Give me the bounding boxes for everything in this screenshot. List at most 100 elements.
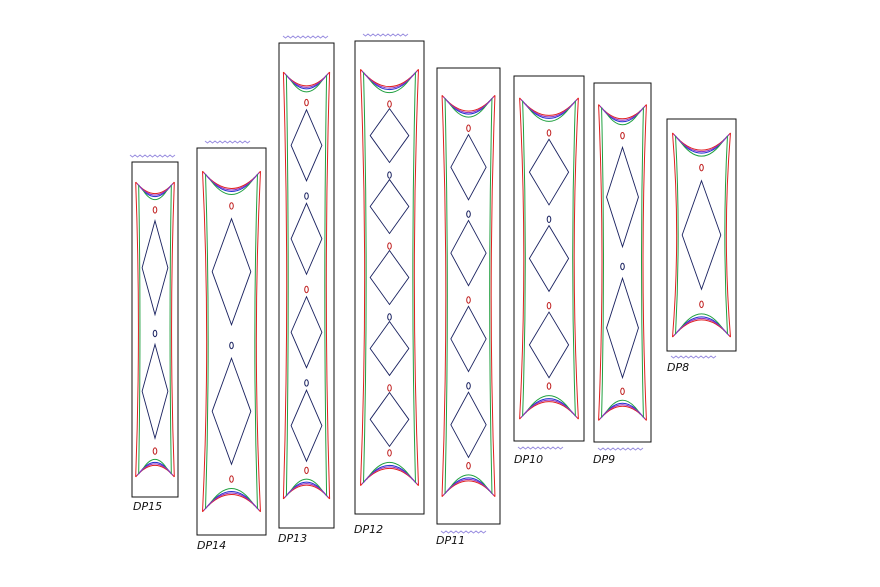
side-curve bbox=[202, 171, 208, 512]
side-curve bbox=[360, 69, 366, 486]
hole bbox=[387, 313, 392, 321]
panel-frame bbox=[196, 147, 267, 536]
inner-diamond bbox=[369, 320, 410, 377]
hole bbox=[546, 302, 552, 310]
hole bbox=[152, 206, 158, 214]
edge-curve bbox=[672, 132, 731, 151]
hole bbox=[466, 210, 471, 218]
panel: DP9 bbox=[593, 82, 652, 466]
edge-curve bbox=[208, 176, 255, 195]
edge-curve bbox=[288, 478, 325, 494]
side-curve bbox=[444, 98, 448, 494]
side-curve bbox=[138, 185, 141, 474]
edge-curve bbox=[604, 110, 641, 126]
inner-diamond bbox=[606, 145, 639, 249]
side-curve bbox=[363, 72, 367, 483]
edge-curve bbox=[604, 399, 641, 415]
side-curve bbox=[205, 174, 209, 509]
hole bbox=[466, 124, 471, 132]
panel: DP15 bbox=[129, 154, 179, 513]
inner-diamond bbox=[369, 391, 410, 448]
panel-label: DP11 bbox=[436, 534, 465, 547]
inner-diamond bbox=[290, 295, 323, 369]
wavy-marker bbox=[440, 530, 487, 534]
inner-diamond bbox=[369, 178, 410, 235]
edge-curve bbox=[678, 313, 725, 332]
hole bbox=[546, 129, 552, 137]
panel-frame bbox=[513, 75, 585, 442]
edge-curve bbox=[202, 494, 261, 513]
edge-curve bbox=[288, 77, 325, 93]
panel-frame bbox=[666, 118, 737, 352]
inner-diamond bbox=[141, 219, 169, 317]
hole bbox=[387, 242, 392, 250]
inner-diamond bbox=[290, 389, 323, 463]
inner-diamond bbox=[450, 219, 487, 287]
edge-curve bbox=[361, 70, 418, 89]
side-curve bbox=[282, 72, 288, 499]
edge-curve bbox=[360, 69, 419, 87]
side-curve bbox=[642, 104, 647, 421]
panel: DP11 bbox=[436, 67, 501, 547]
panel-frame bbox=[278, 42, 335, 529]
side-curve bbox=[325, 72, 331, 499]
panel-frame bbox=[436, 67, 501, 525]
hole bbox=[699, 163, 704, 172]
edge-curve bbox=[136, 183, 174, 196]
edge-curve bbox=[141, 458, 169, 472]
inner-diamond bbox=[141, 342, 169, 440]
wavy-marker bbox=[517, 446, 564, 450]
edge-curve bbox=[443, 96, 494, 113]
hole bbox=[620, 262, 625, 271]
edge-curve bbox=[519, 401, 579, 420]
hole bbox=[304, 379, 309, 387]
edge-curve bbox=[441, 480, 496, 497]
side-curve bbox=[324, 75, 328, 496]
edge-curve bbox=[208, 488, 255, 507]
panel-label: DP12 bbox=[354, 523, 383, 536]
edge-curve bbox=[366, 75, 413, 93]
wavy-marker bbox=[670, 355, 717, 359]
side-curve bbox=[285, 75, 289, 496]
hole bbox=[387, 171, 392, 179]
edge-curve bbox=[673, 318, 730, 336]
edge-curve bbox=[360, 468, 419, 486]
panel: DP10 bbox=[513, 75, 585, 466]
panel-label: DP9 bbox=[593, 453, 615, 466]
inner-diamond bbox=[211, 356, 252, 466]
edge-curve bbox=[520, 399, 578, 418]
panel: DP12 bbox=[354, 33, 425, 536]
edge-curve bbox=[447, 101, 490, 118]
side-curve bbox=[725, 132, 731, 338]
side-curve bbox=[413, 69, 419, 486]
edge-curve bbox=[678, 138, 725, 157]
side-curve bbox=[519, 97, 525, 420]
hole bbox=[466, 462, 471, 470]
panel-label: DP8 bbox=[667, 361, 689, 374]
wavy-marker bbox=[282, 35, 329, 39]
wavy-marker bbox=[597, 447, 644, 451]
wavy-marker bbox=[204, 140, 251, 144]
edge-curve bbox=[136, 463, 174, 476]
panel: DP14 bbox=[196, 140, 267, 552]
inner-diamond bbox=[450, 133, 487, 201]
hole bbox=[229, 341, 234, 350]
panel-frame bbox=[354, 40, 425, 515]
panel-frame bbox=[593, 82, 652, 443]
side-curve bbox=[522, 100, 526, 417]
inner-diamond bbox=[528, 224, 570, 293]
side-curve bbox=[255, 171, 261, 512]
inner-diamond bbox=[369, 249, 410, 306]
hole bbox=[546, 215, 552, 224]
hole bbox=[620, 387, 625, 396]
edge-curve bbox=[284, 483, 329, 498]
inner-diamond bbox=[450, 391, 487, 459]
panel: DP13 bbox=[278, 35, 335, 545]
edge-curve bbox=[443, 479, 494, 496]
inner-diamond bbox=[450, 305, 487, 373]
hole bbox=[304, 192, 309, 200]
hole bbox=[387, 100, 392, 108]
hole bbox=[546, 382, 552, 390]
hole bbox=[466, 382, 471, 390]
hole bbox=[152, 447, 158, 455]
